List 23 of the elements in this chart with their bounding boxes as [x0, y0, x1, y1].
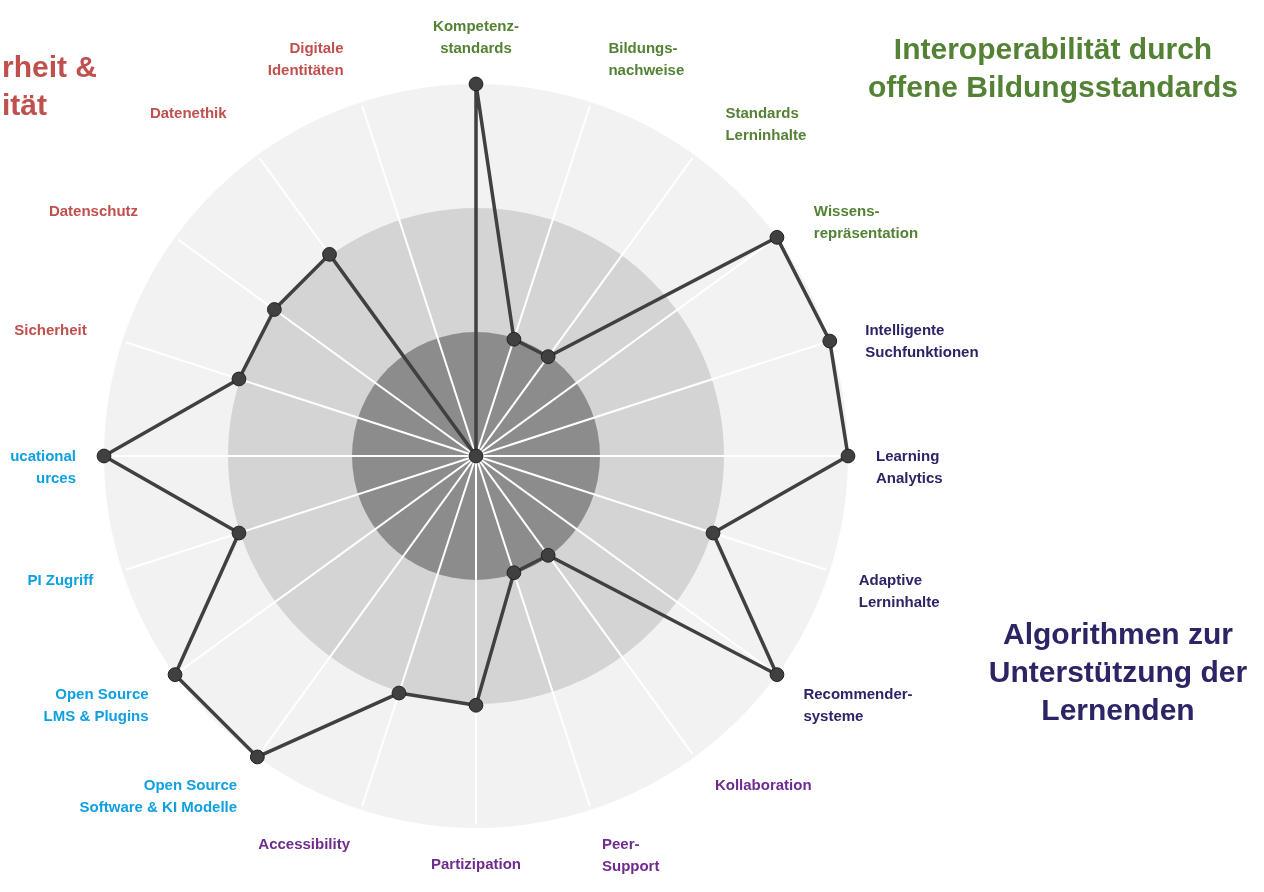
spoke-label: Recommender- systeme — [803, 684, 913, 724]
spoke-label: Peer- Support — [601, 834, 660, 874]
spoke-label: Partizipation — [430, 855, 522, 872]
spoke-label: Open Source LMS & Plugins — [43, 684, 149, 724]
spoke-label: ucational urces — [10, 447, 76, 486]
spoke-label: Datenethik — [149, 103, 228, 121]
text: Interoperabilität durch offene Bildungsstandards — [867, 32, 1239, 103]
spoke-label: Accessibility — [258, 834, 351, 852]
spoke-label: Digitale Identitäten — [267, 39, 344, 79]
spoke-label: Adaptive Lerninhalte — [858, 571, 940, 611]
spoke-label: Kompetenz- standards — [433, 17, 519, 56]
spoke-label: Datenschutz — [48, 201, 139, 219]
spoke-label: PI Zugriff — [27, 571, 95, 589]
text: rheit & ität — [2, 50, 98, 121]
spoke-label: Standards Lerninhalte — [725, 103, 807, 143]
spoke-label: Bildungs- nachweise — [608, 39, 685, 79]
spoke-label: Learning Analytics — [876, 447, 943, 486]
spoke-label: Wissens- repräsentation — [813, 201, 919, 241]
spoke-label: Intelligente Suchfunktionen — [865, 320, 979, 360]
spoke-label: Sicherheit — [14, 320, 87, 338]
spoke-label: Open Source Software & KI Modelle — [79, 775, 238, 815]
spoke-label: Kollaboration — [714, 775, 812, 793]
text: Algorithmen zur Unterstützung der Lernenden — [988, 617, 1248, 726]
